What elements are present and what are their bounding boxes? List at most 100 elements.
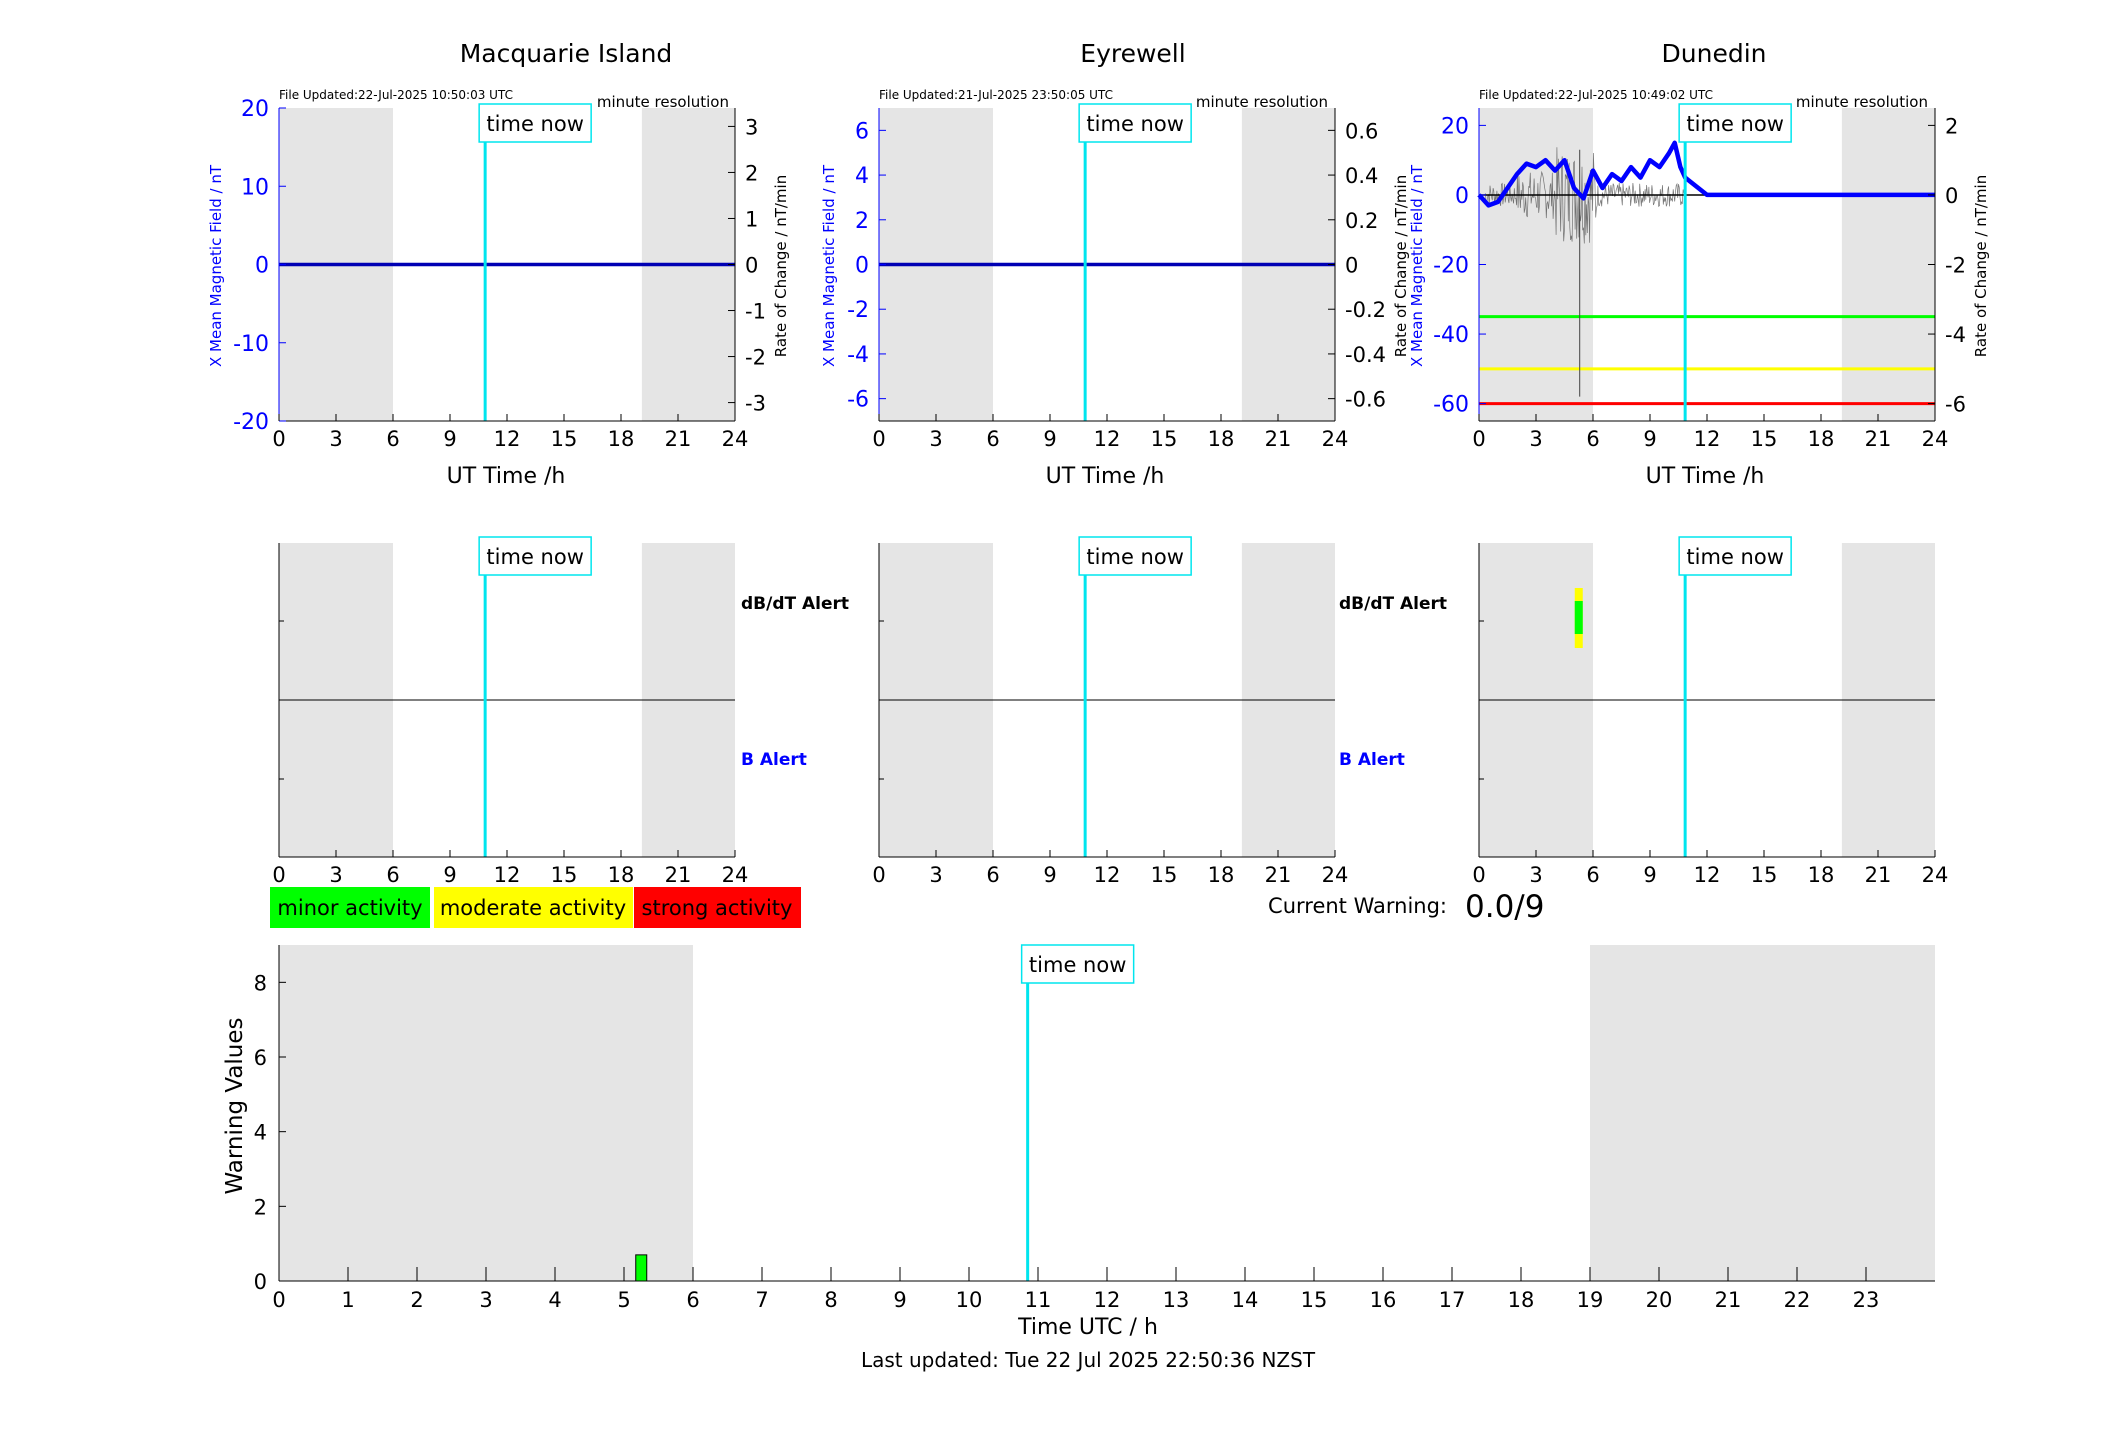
x-tick-label: 21: [665, 427, 692, 451]
y2-tick-label: -0.2: [1345, 298, 1386, 322]
x-tick-label: 21: [665, 863, 692, 887]
y2-tick-label: 3: [745, 115, 758, 139]
x-tick-label: 9: [893, 1288, 906, 1312]
x-tick-label: 12: [1694, 863, 1721, 887]
y2-tick-label: 0: [1945, 184, 1958, 208]
y2-tick-label: 0.4: [1345, 164, 1378, 188]
x-tick-label: 7: [755, 1288, 768, 1312]
y2-tick-label: -4: [1945, 323, 1966, 347]
x-tick-label: 15: [1151, 427, 1178, 451]
y-tick-label: 0: [254, 1270, 267, 1294]
y-tick-label: 6: [855, 119, 869, 144]
x-tick-label: 12: [1094, 427, 1121, 451]
warning-bar: [635, 1254, 648, 1282]
x-tick-label: 15: [1301, 1288, 1328, 1312]
time-now-label: time now: [486, 545, 583, 569]
alert-panel-macquarie: time now 0 3 6 9 12 15 18 21 24: [272, 536, 749, 887]
y-tick-label: 4: [254, 1121, 267, 1145]
dbdt-alert-label-macquarie: dB/dT Alert: [741, 594, 849, 614]
current-warning-value: 0.0/9: [1465, 889, 1544, 925]
legend-strong-swatch: [634, 887, 801, 928]
x-tick-label: 9: [443, 427, 456, 451]
x-tick-label: 3: [1529, 863, 1542, 887]
x-tick-label: 0: [1472, 863, 1485, 887]
b-alert-label-macquarie: B Alert: [741, 750, 807, 770]
x-tick-label: 20: [1646, 1288, 1673, 1312]
x-tick-label: 15: [1151, 863, 1178, 887]
x-tick-label: 24: [1322, 863, 1349, 887]
y-tick-label: 4: [855, 164, 869, 189]
y-tick-label: -40: [1433, 323, 1469, 348]
x-tick-label: 24: [722, 427, 749, 451]
alert-panel-dunedin: time now 0 3 6 9 12 15 18 21 24: [1472, 536, 1949, 887]
x-tick-label: 18: [1208, 427, 1235, 451]
x-tick-label: 6: [1586, 863, 1599, 887]
night-band: [1590, 945, 1935, 1281]
x-tick-label: 1: [341, 1288, 354, 1312]
alert-mark-minor: [1574, 601, 1583, 634]
x-tick-label: 3: [1529, 427, 1542, 451]
xlabel-eyrewell: UT Time /h: [1046, 464, 1165, 489]
x-tick-label: 24: [1922, 427, 1949, 451]
x-tick-label: 13: [1163, 1288, 1190, 1312]
x-tick-label: 3: [329, 427, 342, 451]
y2-tick-label: 1: [745, 207, 758, 231]
x-tick-label: 21: [1865, 427, 1892, 451]
y-tick-label: 20: [1441, 114, 1469, 139]
x-tick-label: 18: [1208, 863, 1235, 887]
time-now-label: time now: [486, 112, 583, 136]
station-title-macquarie: Macquarie Island: [460, 39, 673, 68]
x-tick-label: 24: [1922, 863, 1949, 887]
time-now-label: time now: [1086, 545, 1183, 569]
y2-tick-label: 2: [1945, 114, 1958, 138]
x-tick-label: 15: [1751, 427, 1778, 451]
x-tick-label: 15: [551, 427, 578, 451]
time-now-box: [1020, 944, 1135, 984]
x-tick-label: 18: [608, 427, 635, 451]
time-now-label: time now: [1086, 112, 1183, 136]
x-tick-label: 24: [1322, 427, 1349, 451]
time-now-box: [1078, 536, 1192, 576]
y-tick-label: -60: [1433, 393, 1469, 418]
time-now-box: [478, 536, 592, 576]
y2-tick-label: 0: [745, 254, 758, 278]
mag-plot-eyrewell: time now-6-4-20246-0.6-0.4-0.200.20.40.6…: [847, 103, 1386, 451]
y-tick-label: 2: [254, 1195, 267, 1219]
x-tick-label: 3: [929, 427, 942, 451]
x-tick-label: 9: [1043, 863, 1056, 887]
x-tick-label: 12: [1094, 1288, 1121, 1312]
time-now-label: time now: [1686, 112, 1783, 136]
dbdt-alert-label-eyrewell: dB/dT Alert: [1339, 594, 1447, 614]
y2-tick-label: 0.6: [1345, 119, 1378, 143]
file-updated-dunedin: File Updated:22-Jul-2025 10:49:02 UTC: [1479, 88, 1713, 102]
file-updated-eyrewell: File Updated:21-Jul-2025 23:50:05 UTC: [879, 88, 1113, 102]
x-tick-label: 14: [1232, 1288, 1259, 1312]
x-tick-label: 24: [722, 863, 749, 887]
y-tick-label: 8: [254, 971, 267, 995]
field-series-line: [1477, 140, 1935, 208]
x-tick-label: 6: [986, 863, 999, 887]
x-tick-label: 22: [1784, 1288, 1811, 1312]
y-tick-label: -4: [847, 343, 869, 368]
legend-strong-label: strong activity: [642, 896, 793, 920]
y2-tick-label: -6: [1945, 393, 1966, 417]
y2label-dunedin: Rate of Change / nT/min: [1972, 175, 1990, 357]
y-tick-label: 10: [241, 175, 269, 200]
ylabel-dunedin: X Mean Magnetic Field / nT: [1408, 164, 1426, 367]
x-tick-label: 18: [608, 863, 635, 887]
x-tick-label: 0: [872, 863, 885, 887]
x-tick-label: 4: [548, 1288, 561, 1312]
y-tick-label: 6: [254, 1046, 267, 1070]
x-tick-label: 6: [386, 427, 399, 451]
y2-tick-label: -1: [745, 300, 766, 324]
y2label-macquarie: Rate of Change / nT/min: [772, 175, 790, 357]
y-tick-label: -2: [847, 298, 869, 323]
y2-tick-label: 0.2: [1345, 209, 1378, 233]
x-tick-label: 12: [494, 863, 521, 887]
x-tick-label: 12: [1094, 863, 1121, 887]
y2label-dunedin-left: Rate of Change / nT/min: [1392, 175, 1410, 357]
